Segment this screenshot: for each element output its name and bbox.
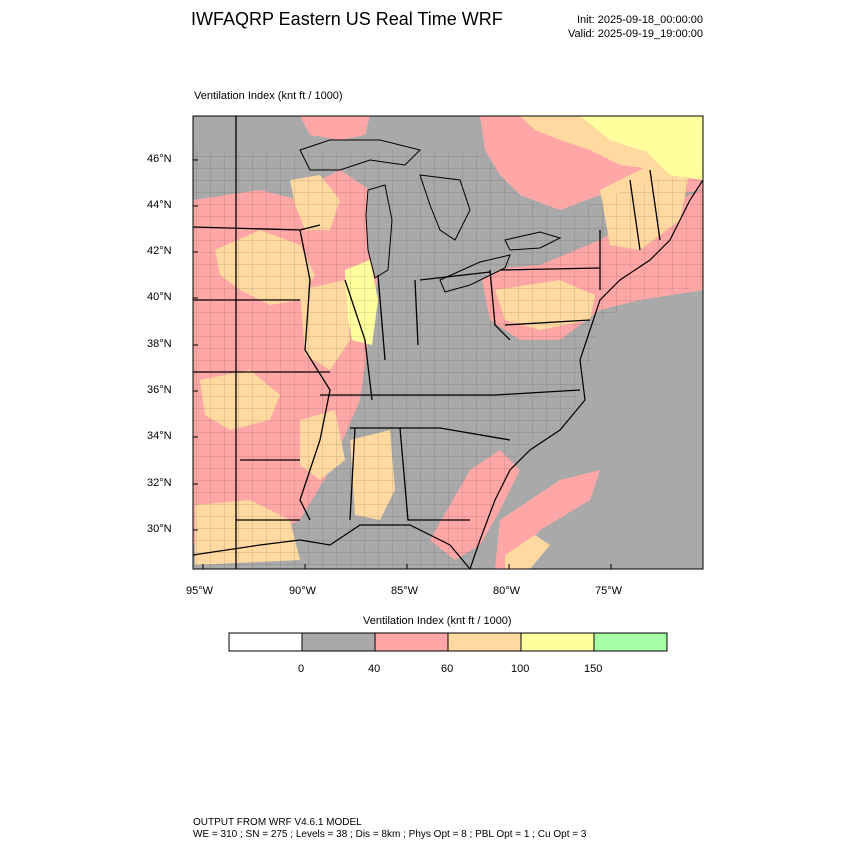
lat-label-40: 40°N bbox=[147, 291, 172, 303]
maine-yellow-region bbox=[640, 135, 703, 180]
map-field-label: Ventilation Index (knt ft / 1000) bbox=[194, 90, 343, 102]
legend-bin-1 bbox=[301, 632, 376, 652]
legend-tick-60: 60 bbox=[441, 663, 454, 675]
gulf-coastline bbox=[193, 524, 471, 569]
lat-label-38: 38°N bbox=[147, 338, 172, 350]
map-frame bbox=[192, 115, 704, 570]
county-grid bbox=[193, 150, 703, 569]
legend-bin-5 bbox=[593, 632, 668, 652]
init-time: Init: 2025-09-18_00:00:00 bbox=[577, 14, 703, 26]
legend-bin-2 bbox=[374, 632, 449, 652]
lon-label-90: 90°W bbox=[289, 585, 317, 597]
lat-label-44: 44°N bbox=[147, 199, 172, 211]
lat-label-34: 34°N bbox=[147, 430, 172, 442]
legend-tick-40: 40 bbox=[368, 663, 381, 675]
atlantic-coastline bbox=[469, 179, 703, 569]
legend-bin-4 bbox=[520, 632, 595, 652]
lat-label-46: 46°N bbox=[147, 153, 172, 165]
lon-label-80: 80°W bbox=[493, 585, 521, 597]
legend-bin-0 bbox=[228, 632, 303, 652]
lon-ticks bbox=[202, 564, 612, 569]
map-area bbox=[193, 116, 703, 569]
lat-label-36: 36°N bbox=[147, 384, 172, 396]
lat-label-42: 42°N bbox=[147, 245, 172, 257]
northwest-pink-region bbox=[300, 116, 370, 140]
lon-label-75: 75°W bbox=[595, 585, 623, 597]
lon-label-85: 85°W bbox=[391, 585, 419, 597]
legend-tick-100: 100 bbox=[511, 663, 530, 675]
legend-tick-0: 0 bbox=[298, 663, 305, 675]
legend-title: Ventilation Index (knt ft / 1000) bbox=[363, 615, 512, 627]
lat-label-32: 32°N bbox=[147, 477, 172, 489]
footer-line-1: OUTPUT FROM WRF V4.6.1 MODEL bbox=[193, 817, 362, 828]
valid-time: Valid: 2025-09-19_19:00:00 bbox=[568, 28, 703, 40]
legend-bin-3 bbox=[447, 632, 522, 652]
legend-tick-150: 150 bbox=[584, 663, 603, 675]
chart-title: IWFAQRP Eastern US Real Time WRF bbox=[191, 9, 503, 29]
lon-label-95: 95°W bbox=[186, 585, 214, 597]
atlantic-peach-region bbox=[505, 535, 550, 569]
model-footer: OUTPUT FROM WRF V4.6.1 MODEL WE = 310 ; … bbox=[193, 817, 586, 841]
footer-line-2: WE = 310 ; SN = 275 ; Levels = 38 ; Dis … bbox=[193, 829, 587, 840]
legend-colorbar bbox=[228, 632, 668, 652]
state-boundaries bbox=[193, 116, 661, 569]
model-time-info: Init: 2025-09-18_00:00:00 Valid: 2025-09… bbox=[568, 13, 703, 41]
lat-label-30: 30°N bbox=[147, 523, 172, 535]
lat-ticks bbox=[193, 159, 198, 531]
